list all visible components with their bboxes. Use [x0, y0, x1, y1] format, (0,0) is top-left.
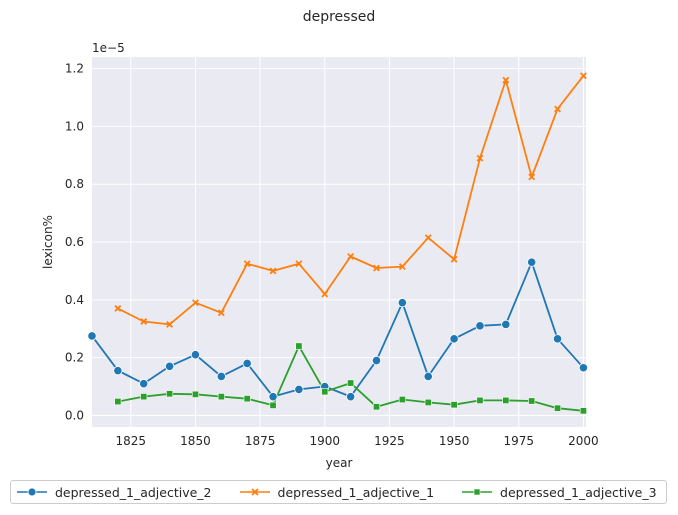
data-point [140, 318, 148, 325]
data-point [242, 358, 252, 369]
y-tick-labels: 0.0 0.2 0.4 0.6 0.8 1.0 1.2 [65, 62, 84, 423]
data-point [347, 379, 355, 387]
data-point [552, 334, 563, 344]
data-point [579, 407, 587, 415]
data-point [398, 396, 406, 404]
data-point [269, 401, 277, 409]
data-point [191, 390, 199, 398]
data-point [579, 72, 587, 80]
x-marker-icon [239, 488, 270, 496]
y-tick-label: 0.6 [65, 235, 84, 249]
data-point [294, 384, 304, 395]
data-point [450, 255, 458, 263]
data-point [449, 334, 459, 344]
data-point [166, 320, 174, 328]
data-point [114, 305, 122, 312]
x-tick-label: 1875 [245, 434, 276, 448]
data-point [321, 290, 329, 298]
data-point [243, 260, 251, 268]
x-tick-label: 1950 [439, 434, 470, 448]
data-point [373, 264, 380, 272]
data-point [527, 257, 537, 267]
y-tick-label: 0.0 [65, 408, 84, 422]
data-point [217, 309, 225, 317]
grid-lines [92, 57, 586, 427]
y-tick-label: 0.8 [65, 177, 84, 191]
square-marker-icon [462, 488, 493, 496]
legend: depressed_1_adjective_2 depressed_1_adje… [10, 480, 667, 504]
data-point [269, 267, 277, 275]
y-scale-label: 1e−5 [92, 41, 125, 55]
x-tick-label: 1825 [116, 434, 147, 448]
data-point [192, 299, 199, 307]
data-point [113, 366, 123, 376]
y-tick-label: 0.2 [65, 351, 84, 365]
y-tick-label: 1.0 [65, 119, 84, 133]
legend-item-adjective-2: depressed_1_adjective_2 [17, 485, 212, 500]
data-point [164, 361, 175, 371]
data-point [371, 355, 382, 366]
data-point [528, 173, 536, 181]
data-point [114, 398, 122, 406]
data-point [216, 371, 226, 382]
data-point [424, 234, 432, 242]
data-point [166, 390, 174, 398]
legend-label: depressed_1_adjective_1 [277, 484, 435, 500]
chart-title: depressed [303, 9, 376, 25]
data-point [87, 331, 97, 341]
data-point [578, 363, 589, 373]
data-point [475, 321, 485, 331]
data-point [373, 403, 381, 411]
data-point [268, 392, 278, 402]
circle-marker-icon [17, 487, 47, 497]
x-tick-labels: 1825 1850 1875 1900 1925 1950 1975 2000 [116, 434, 599, 448]
data-point [398, 263, 406, 271]
data-point [140, 393, 148, 401]
data-point [554, 404, 562, 412]
x-tick-label: 2000 [568, 434, 599, 448]
data-point [476, 154, 484, 162]
data-point [346, 392, 356, 402]
x-axis-label: year [326, 456, 353, 470]
legend-item-adjective-3: depressed_1_adjective_3 [462, 485, 657, 500]
data-point [347, 253, 355, 260]
y-tick-label: 1.2 [65, 62, 84, 76]
legend-label: depressed_1_adjective_3 [500, 484, 657, 500]
series-markers [87, 72, 589, 415]
data-point [424, 398, 432, 406]
data-point [190, 350, 201, 360]
legend-item-adjective-1: depressed_1_adjective_1 [239, 484, 435, 500]
data-point [502, 396, 510, 404]
data-point [243, 395, 251, 403]
x-tick-label: 1900 [310, 434, 341, 448]
y-axis-label: lexicon% [41, 215, 55, 269]
y-tick-label: 0.4 [65, 293, 84, 307]
data-point [502, 76, 510, 84]
x-tick-label: 1925 [374, 434, 405, 448]
data-point [295, 260, 303, 268]
data-point [139, 379, 149, 389]
data-point [501, 319, 511, 329]
data-point [217, 393, 225, 401]
x-tick-label: 1975 [503, 434, 534, 448]
data-point [295, 342, 303, 350]
data-point [321, 388, 329, 396]
legend-label: depressed_1_adjective_2 [55, 484, 212, 500]
x-tick-label: 1850 [180, 434, 211, 448]
data-point [423, 371, 433, 382]
data-point [450, 401, 458, 409]
data-point [476, 396, 484, 404]
line-chart: depressed 1e−5 1825 1850 1875 1900 1925 1950 1… [41, 9, 599, 470]
data-point [528, 397, 536, 405]
data-point [397, 298, 407, 308]
data-point [554, 105, 561, 113]
